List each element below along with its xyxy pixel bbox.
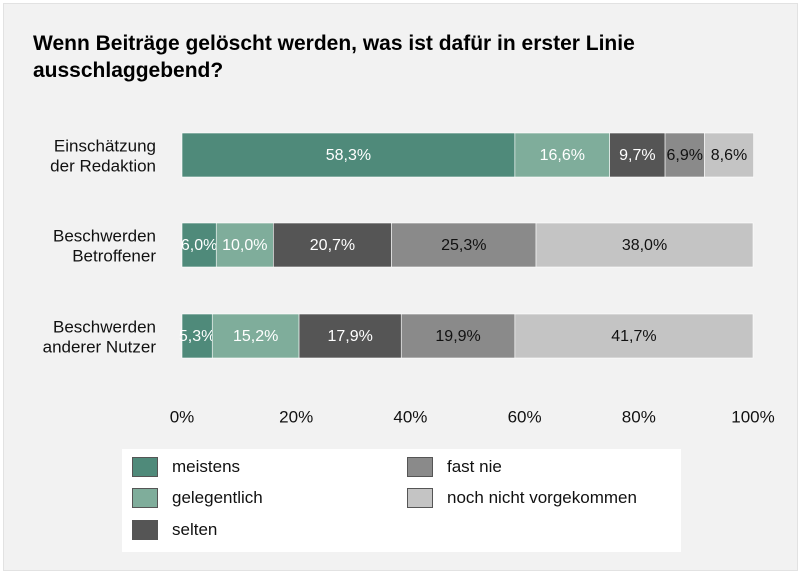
data-label: 38,0% bbox=[622, 237, 667, 254]
x-tick-label: 100% bbox=[731, 407, 774, 426]
data-label: 16,6% bbox=[540, 147, 585, 164]
bar-segment bbox=[664, 132, 705, 178]
data-label: 6,0% bbox=[181, 237, 217, 254]
legend-swatch bbox=[407, 488, 433, 508]
category-label: Beschwerden bbox=[53, 317, 156, 336]
x-tick-label: 0% bbox=[170, 407, 195, 426]
legend-swatch bbox=[132, 488, 158, 508]
data-label: 10,0% bbox=[222, 237, 267, 254]
data-label: 58,3% bbox=[326, 147, 371, 164]
x-tick-label: 60% bbox=[508, 407, 542, 426]
data-label: 8,6% bbox=[711, 147, 747, 164]
data-label: 15,2% bbox=[233, 328, 278, 345]
bar-segment bbox=[704, 132, 754, 178]
legend-item: fast nie bbox=[407, 457, 502, 477]
category-label: Betroffener bbox=[72, 246, 156, 265]
legend-item: gelegentlich bbox=[132, 488, 263, 508]
bar-segment bbox=[181, 313, 213, 359]
legend-swatch bbox=[132, 457, 158, 477]
bar-segment bbox=[215, 222, 274, 268]
data-label: 17,9% bbox=[327, 328, 372, 345]
bar-segment bbox=[298, 313, 402, 359]
legend-label: meistens bbox=[172, 457, 241, 476]
legend-label: noch nicht vorgekommen bbox=[447, 488, 637, 507]
legend-label: gelegentlich bbox=[172, 488, 263, 507]
data-label: 19,9% bbox=[435, 328, 480, 345]
bar-segment bbox=[535, 222, 754, 268]
bar-segment bbox=[181, 222, 217, 268]
x-tick-label: 80% bbox=[622, 407, 656, 426]
legend-label: fast nie bbox=[447, 457, 502, 476]
category-label: anderer Nutzer bbox=[43, 337, 157, 356]
data-label: 6,9% bbox=[667, 147, 703, 164]
data-label: 25,3% bbox=[441, 237, 486, 254]
category-label: Einschätzung bbox=[54, 136, 156, 155]
data-label: 20,7% bbox=[310, 237, 355, 254]
bar-segment bbox=[400, 313, 516, 359]
data-label: 9,7% bbox=[619, 147, 655, 164]
x-tick-label: 20% bbox=[279, 407, 313, 426]
legend-item: selten bbox=[132, 520, 217, 540]
bar-segment bbox=[273, 222, 392, 268]
bar-segment bbox=[514, 132, 610, 178]
category-label: der Redaktion bbox=[50, 156, 156, 175]
legend-item: noch nicht vorgekommen bbox=[407, 488, 637, 508]
chart-title: Wenn Beiträge gelöscht werden, was ist d… bbox=[33, 32, 635, 82]
legend: meistens gelegentlich selten fast nie noch n… bbox=[122, 449, 681, 552]
legend-swatch bbox=[132, 520, 158, 540]
bar-segment bbox=[391, 222, 537, 268]
data-label: 41,7% bbox=[611, 328, 656, 345]
x-tick-label: 40% bbox=[393, 407, 427, 426]
legend-item: meistens bbox=[132, 457, 240, 477]
category-label: Beschwerden bbox=[53, 226, 156, 245]
bar-segment bbox=[211, 313, 300, 359]
bar-segment bbox=[514, 313, 754, 359]
legend-swatch bbox=[407, 457, 433, 477]
legend-label: selten bbox=[172, 520, 218, 539]
data-label: 5,3% bbox=[179, 328, 215, 345]
bar-segment bbox=[609, 132, 666, 178]
